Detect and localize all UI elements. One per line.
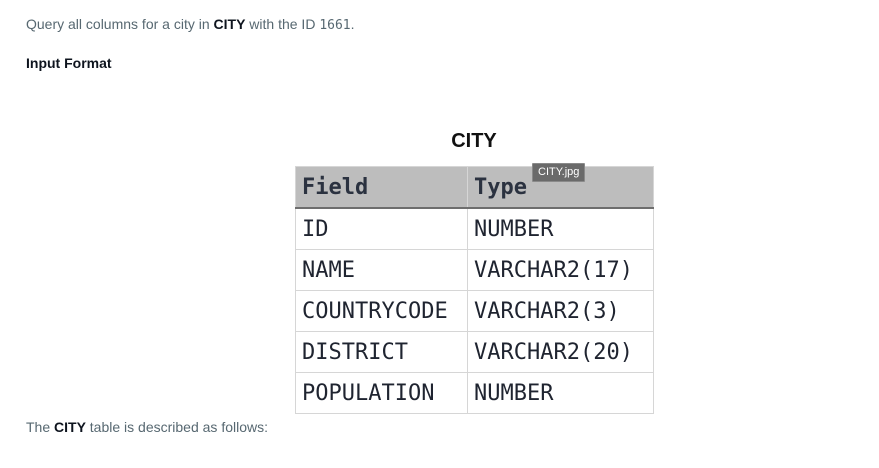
table-row: COUNTRYCODE VARCHAR2(3) xyxy=(295,290,654,332)
type-cell: NUMBER xyxy=(467,207,654,250)
field-cell: POPULATION xyxy=(295,372,468,414)
table-row: DISTRICT VARCHAR2(20) xyxy=(295,331,654,373)
table-header-row: Field Type xyxy=(295,166,654,209)
footer-text-after: table is described as follows: xyxy=(85,419,268,435)
table-row: POPULATION NUMBER xyxy=(295,372,654,414)
type-cell: VARCHAR2(3) xyxy=(467,290,654,332)
field-cell: NAME xyxy=(295,249,468,291)
table-description: The CITY table is described as follows: xyxy=(26,419,268,435)
input-format-heading: Input Format xyxy=(26,55,112,71)
problem-text-middle: with the ID xyxy=(245,16,320,32)
problem-id-value: 1661 xyxy=(319,18,351,33)
problem-table-name: CITY xyxy=(213,16,246,32)
problem-statement: Query all columns for a city in CITY wit… xyxy=(26,16,355,33)
city-table-image: CITY Field Type ID NUMBER NAME VARCHAR2(… xyxy=(294,128,656,418)
type-cell: NUMBER xyxy=(467,372,654,414)
field-cell: DISTRICT xyxy=(295,331,468,373)
city-schema-table: Field Type ID NUMBER NAME VARCHAR2(17) C… xyxy=(295,166,654,414)
footer-text-before: The xyxy=(26,419,55,435)
field-cell: ID xyxy=(295,207,468,250)
problem-text-after: . xyxy=(350,16,355,32)
figure-title: CITY xyxy=(451,130,497,152)
footer-table-name: CITY xyxy=(54,419,86,435)
image-filename-tooltip: CITY.jpg xyxy=(532,163,586,182)
type-cell: VARCHAR2(17) xyxy=(467,249,654,291)
header-field: Field xyxy=(295,166,468,209)
table-row: NAME VARCHAR2(17) xyxy=(295,249,654,291)
problem-text-before: Query all columns for a city in xyxy=(26,16,214,32)
table-row: ID NUMBER xyxy=(295,207,654,250)
field-cell: COUNTRYCODE xyxy=(295,290,468,332)
type-cell: VARCHAR2(20) xyxy=(467,331,654,373)
